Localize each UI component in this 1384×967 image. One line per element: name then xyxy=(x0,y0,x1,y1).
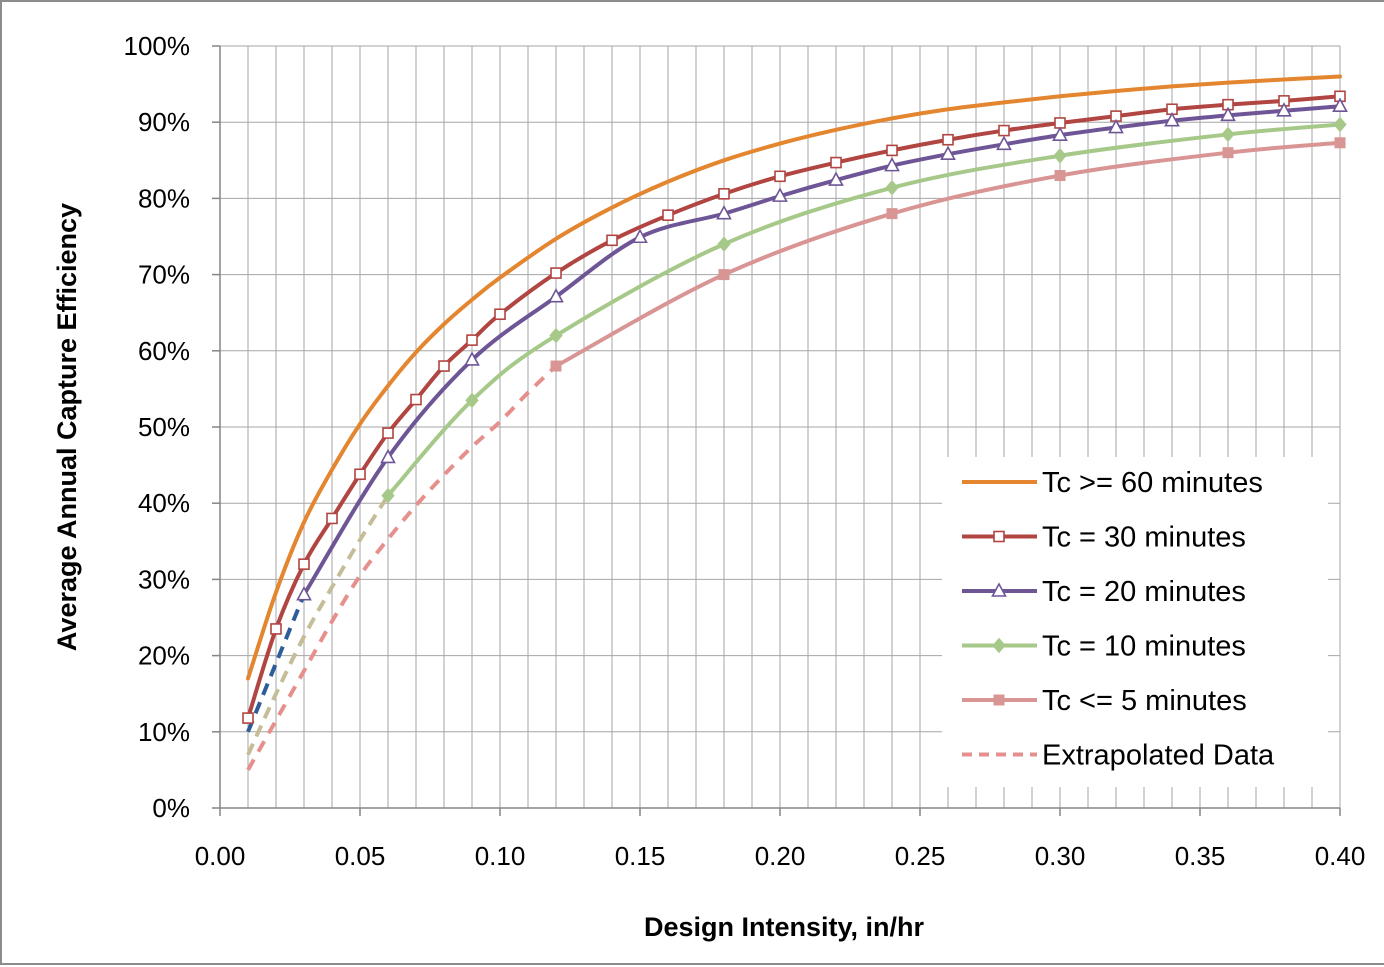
y-tick-label: 90% xyxy=(138,107,190,137)
series-line-1 xyxy=(246,74,1342,681)
data-point-marker xyxy=(996,135,1012,151)
legend-label: Tc = 30 minutes xyxy=(1042,522,1246,554)
data-point-marker xyxy=(1334,137,1346,149)
data-point-marker xyxy=(465,392,479,409)
x-tick-label: 0.20 xyxy=(755,841,806,871)
data-point-marker xyxy=(886,208,898,220)
data-point-marker xyxy=(1222,147,1234,159)
legend-label: Tc = 20 minutes xyxy=(1042,576,1246,608)
data-point-marker xyxy=(772,187,788,202)
extrapolated-segment xyxy=(246,593,306,733)
legend-marker xyxy=(993,694,1005,706)
data-point-marker xyxy=(1053,147,1067,164)
legend-label: Extrapolated Data xyxy=(1042,740,1275,772)
y-axis-title: Average Annual Capture Efficiency xyxy=(52,203,82,651)
data-point-marker xyxy=(942,133,954,146)
data-point-marker xyxy=(410,393,422,406)
data-point-marker xyxy=(1164,111,1180,127)
data-point-marker xyxy=(884,156,900,172)
data-point-marker xyxy=(326,512,338,525)
data-point-marker xyxy=(550,360,562,372)
data-point-marker xyxy=(632,228,648,244)
data-point-marker xyxy=(382,427,394,439)
x-tick-label: 0.30 xyxy=(1035,841,1086,871)
data-point-marker xyxy=(662,209,674,221)
extrapolated-segment xyxy=(246,494,390,756)
data-point-marker xyxy=(438,360,450,372)
data-point-marker xyxy=(548,288,564,303)
data-point-marker xyxy=(716,204,732,220)
series-line-6 xyxy=(246,364,558,771)
data-point-marker xyxy=(717,236,731,252)
data-point-marker xyxy=(718,269,730,281)
series-markers xyxy=(242,90,1348,724)
y-tick-label: 60% xyxy=(138,336,190,366)
series-line-4 xyxy=(386,122,1342,498)
legend-marker xyxy=(992,637,1006,654)
data-point-marker xyxy=(1052,126,1068,141)
y-tick-label: 50% xyxy=(138,412,190,442)
x-axis-title: Design Intensity, in/hr xyxy=(644,912,925,942)
y-tick-label: 80% xyxy=(138,183,190,213)
legend: Tc >= 60 minutes Tc = 30 minutes Tc = 20 m… xyxy=(942,457,1328,787)
x-tick-label: 0.05 xyxy=(335,841,386,871)
data-point-marker xyxy=(464,351,480,366)
legend-label: Tc = 10 minutes xyxy=(1042,631,1246,663)
data-point-marker xyxy=(1108,118,1124,134)
data-point-marker xyxy=(298,558,310,570)
legend-box xyxy=(942,457,1328,787)
legend-marker xyxy=(993,530,1005,543)
axes: 0% 10% 20% 30% 40% 50% 60% 70% 80% 90% 100% 0.00 0.0… xyxy=(124,31,1366,871)
data-point-marker xyxy=(1220,106,1236,122)
data-point-marker xyxy=(940,145,956,161)
data-point-marker xyxy=(1221,126,1235,143)
y-tick-label: 10% xyxy=(138,717,190,747)
data-point-marker xyxy=(1332,97,1348,112)
y-tick-label: 0% xyxy=(152,793,190,823)
data-point-marker xyxy=(270,623,282,635)
data-point-marker xyxy=(774,170,786,183)
x-tick-label: 0.35 xyxy=(1175,841,1226,871)
x-tick-label: 0.00 xyxy=(195,841,246,871)
x-tick-label: 0.15 xyxy=(615,841,666,871)
data-point-marker xyxy=(494,308,506,321)
data-point-marker xyxy=(296,585,312,601)
data-point-marker xyxy=(381,487,395,504)
y-tick-label: 100% xyxy=(124,31,191,61)
data-point-marker xyxy=(242,712,254,724)
data-point-marker xyxy=(886,144,898,157)
x-tick-label: 0.40 xyxy=(1315,841,1366,871)
x-tick-label: 0.10 xyxy=(475,841,526,871)
data-point-marker xyxy=(549,327,563,344)
data-point-marker xyxy=(885,179,899,196)
data-point-marker xyxy=(354,468,366,481)
data-point-marker xyxy=(828,171,844,186)
data-point-marker xyxy=(1276,102,1292,117)
y-tick-label: 70% xyxy=(138,260,190,290)
data-point-marker xyxy=(1333,116,1347,133)
data-point-marker xyxy=(718,188,730,200)
data-point-marker xyxy=(1054,117,1066,129)
data-point-marker xyxy=(380,448,396,464)
data-point-marker xyxy=(550,267,562,279)
legend-marker xyxy=(991,582,1007,597)
y-tick-label: 40% xyxy=(138,488,190,518)
data-point-marker xyxy=(606,234,618,247)
data-point-marker xyxy=(466,334,478,346)
legend-label: Tc >= 60 minutes xyxy=(1042,467,1263,499)
y-tick-label: 30% xyxy=(138,564,190,594)
y-tick-label: 20% xyxy=(138,641,190,671)
legend-label: Tc <= 5 minutes xyxy=(1042,685,1247,717)
data-point-marker xyxy=(830,156,842,169)
data-point-marker xyxy=(998,124,1010,137)
x-tick-label: 0.25 xyxy=(895,841,946,871)
data-point-marker xyxy=(1054,170,1066,182)
